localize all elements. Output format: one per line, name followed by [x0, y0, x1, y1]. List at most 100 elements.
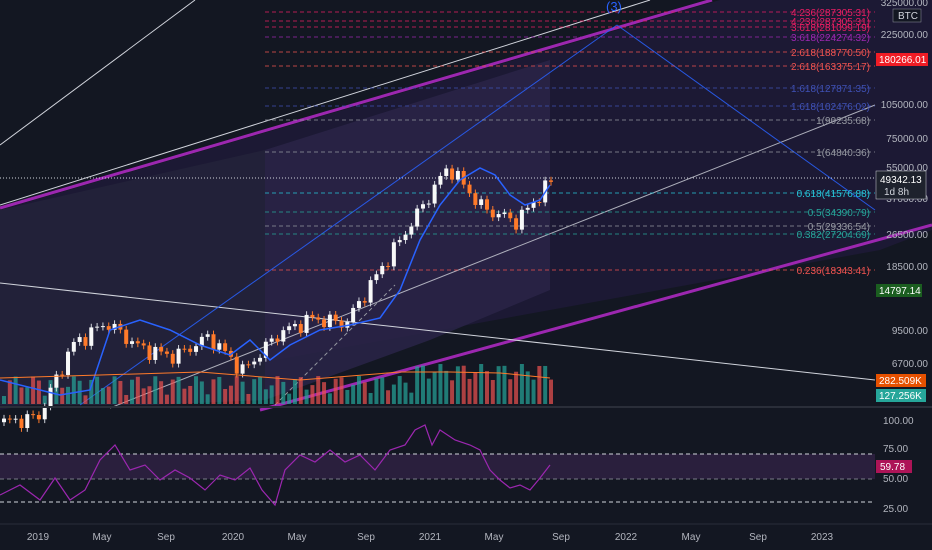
volume-bar [362, 382, 367, 404]
candle-body [374, 274, 379, 281]
volume-bar [182, 388, 187, 404]
candle-body [473, 193, 478, 205]
volume-bar [438, 364, 443, 404]
candle-body [112, 323, 117, 330]
volume-bar [118, 380, 123, 404]
volume-bar [351, 384, 356, 404]
volume-bar [426, 378, 431, 404]
price-tick-label: 225000.00 [881, 30, 929, 41]
time-tick-label: Sep [552, 532, 570, 543]
volume-bar [7, 380, 12, 404]
candle-body [292, 324, 297, 327]
current-timeframe: 1d 8h [884, 187, 909, 198]
candle-body [106, 326, 111, 330]
volume-bar [525, 371, 530, 404]
fib-level-label: 3.618(224274.32) [791, 33, 870, 44]
candle-body [194, 346, 199, 352]
volume-bar [159, 381, 164, 404]
volume-bar [450, 380, 455, 404]
volume-bar [112, 376, 117, 404]
volume-bar [374, 378, 379, 404]
candle-body [304, 314, 309, 333]
fib-lines: 4.236(287305.31)4.236(287305.31)3.618(28… [265, 8, 875, 277]
volume-bar [403, 382, 408, 404]
rsi-current-tag: 59.78 [876, 460, 912, 473]
volume-bar [304, 389, 309, 404]
candle-body [234, 356, 239, 374]
volume-bar [397, 376, 402, 404]
volume-bar [164, 394, 169, 404]
time-tick-label: May [682, 532, 701, 543]
candle-body [66, 351, 71, 375]
volume-bar [432, 372, 437, 404]
price-tick-label: 6700.00 [892, 359, 929, 370]
time-tick-label: Sep [157, 532, 175, 543]
candle-body [31, 414, 36, 416]
candles [2, 164, 553, 432]
time-tick-label: 2021 [419, 532, 442, 543]
candle-body [415, 208, 420, 227]
volume-bar [71, 376, 76, 404]
volume-bar [316, 376, 321, 404]
level-tag-value: 14797.14 [879, 286, 921, 297]
candle-body [525, 207, 530, 210]
volume-bar [19, 387, 24, 404]
fib-level-label: 1.618(102476.02) [791, 102, 870, 113]
volume-bar [368, 392, 373, 404]
candle-body [549, 180, 553, 182]
volume-bar [141, 388, 146, 404]
volume-bar [467, 378, 472, 404]
volume-bar [333, 378, 338, 404]
time-tick-label: May [485, 532, 504, 543]
volume-bar [502, 365, 507, 404]
volume-bar [345, 389, 350, 404]
volume-bar [25, 387, 30, 404]
volume-bar [281, 381, 286, 404]
volume-bar [327, 393, 332, 404]
rsi-tick-label: 25.00 [883, 504, 908, 515]
fib-level-label: 4.236(287305.31) [791, 17, 870, 28]
volume-bar [223, 389, 228, 404]
volume-bar [543, 365, 548, 404]
volume-bar [240, 381, 245, 404]
candle-body [514, 218, 519, 230]
candle-body [54, 374, 59, 388]
volume-bar [263, 389, 268, 404]
symbol-label: BTC [898, 11, 918, 22]
candle-body [240, 364, 245, 374]
candle-body [135, 341, 140, 344]
time-axis: 2019 May Sep 2020 May Sep 2021 May Sep 2022 May Sep… [27, 532, 834, 543]
volume-bar [473, 372, 478, 404]
candle-body [508, 212, 513, 219]
volume-bar [60, 387, 65, 404]
candle-body [444, 168, 449, 176]
volume-bar [36, 380, 41, 404]
volume-tag-2: 127.256K [876, 389, 926, 402]
candle-body [48, 387, 53, 407]
candle-body [496, 214, 501, 218]
fib-level-label: 1.618(127871.35) [791, 84, 870, 95]
candle-body [479, 199, 484, 205]
fib-tag-value: 180266.01 [879, 55, 927, 66]
volume-bar [537, 366, 542, 404]
candle-body [438, 175, 443, 185]
volume-bar [409, 392, 414, 404]
candle-body [391, 242, 396, 267]
volume-bar [124, 394, 129, 404]
fib-level-label: 0.5(29336.54) [808, 222, 870, 233]
channel-lower-line [259, 223, 932, 412]
volume-bar [252, 379, 257, 404]
volume-bar [100, 388, 105, 404]
time-tick-label: 2020 [222, 532, 245, 543]
price-axis: 325000.00 225000.00 105000.00 75000.00 55000… [881, 0, 929, 370]
fib-tag: 180266.01 [876, 53, 928, 66]
candle-body [176, 348, 181, 364]
volume-tag-1-value: 282.509K [879, 376, 922, 387]
candle-body [426, 203, 431, 205]
price-tick-label: 55000.00 [886, 163, 928, 174]
volume-bar [508, 379, 513, 404]
candle-body [159, 346, 164, 352]
volume-bars [2, 364, 553, 404]
candle-body [287, 326, 292, 331]
volume-bar [461, 365, 466, 404]
